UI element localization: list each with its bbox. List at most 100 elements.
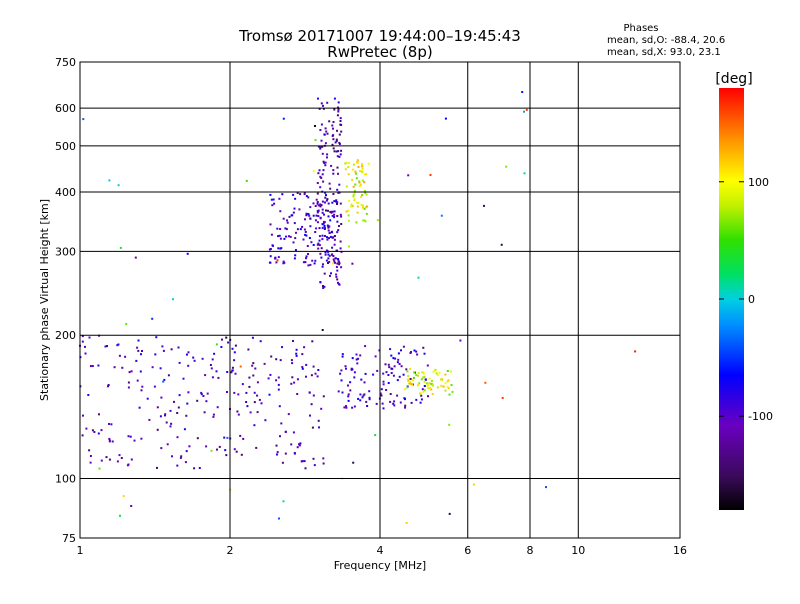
data-point [387,374,390,376]
data-point [420,398,423,401]
data-point [424,378,427,381]
data-point [317,369,320,371]
data-point [198,467,201,469]
data-point [334,141,337,144]
data-point [311,426,314,429]
data-point [302,238,305,241]
data-point [356,201,359,204]
data-point [375,402,378,405]
data-point [91,365,94,367]
data-point [385,389,388,391]
data-point [402,373,405,376]
data-point [118,454,121,457]
data-point [634,350,637,353]
data-point [372,373,375,376]
data-point [336,129,338,132]
data-point [331,246,334,249]
x-tick-label: 16 [673,544,687,557]
data-point [394,357,397,360]
data-point [279,237,282,240]
data-point [279,247,282,250]
data-point [338,133,341,136]
data-point [270,355,273,358]
data-point [334,261,336,264]
data-point [196,399,199,402]
data-point [322,107,325,110]
data-point [446,385,449,388]
data-point [277,383,280,386]
data-point [141,350,143,352]
data-point [325,199,328,202]
data-point [360,378,363,381]
data-point [317,145,320,148]
data-point [218,445,221,448]
data-point [293,257,296,260]
data-point [304,233,307,236]
data-point [428,377,431,380]
data-point [215,343,218,346]
data-point [389,348,392,351]
data-point [212,413,215,416]
data-point [173,400,175,403]
data-point [160,447,163,450]
data-point [365,212,368,215]
data-point [339,372,342,375]
data-point [324,227,326,230]
colorbar-tick-label: 0 [748,293,755,306]
data-point [420,394,423,397]
data-point [270,233,273,236]
data-point [331,124,334,127]
data-point [438,371,441,374]
data-point [87,394,90,396]
data-point [426,364,429,367]
data-point [183,428,186,431]
data-point [338,263,341,266]
data-point [231,366,234,369]
data-point [340,130,343,133]
data-point [269,248,272,250]
data-point [335,249,338,252]
y-tick-label: 600 [55,102,76,115]
data-point [225,454,228,457]
data-point [304,230,307,233]
data-point [309,206,312,209]
data-point [281,193,284,196]
y-tick-label: 300 [55,245,76,258]
data-point [230,371,233,374]
data-point [280,422,283,425]
data-point [177,346,180,349]
data-point [312,365,315,368]
data-point [340,215,343,218]
y-axis-label: Stationary phase Virtual Height [km] [38,199,51,401]
data-point [333,243,336,246]
data-point [276,451,279,454]
data-point [415,374,418,377]
data-point [113,366,116,369]
data-point [359,170,361,173]
data-point [441,378,444,381]
data-point [343,406,346,409]
data-point [210,449,213,452]
data-point [322,263,324,266]
data-point [133,439,136,442]
data-point [352,193,355,196]
data-point [322,104,324,107]
data-point [352,168,355,171]
data-point [304,261,307,264]
data-point [331,201,334,204]
data-point [339,202,342,205]
data-point [292,211,295,214]
data-point [409,378,412,380]
data-point [415,398,418,401]
data-point [156,466,158,469]
data-point [340,223,343,225]
data-point [164,413,167,416]
data-point [356,211,359,214]
data-point [127,386,130,389]
data-point [277,235,279,238]
data-point [312,170,315,173]
data-point [318,426,320,429]
data-point [226,391,228,393]
data-point [303,346,306,349]
data-point [289,235,292,238]
